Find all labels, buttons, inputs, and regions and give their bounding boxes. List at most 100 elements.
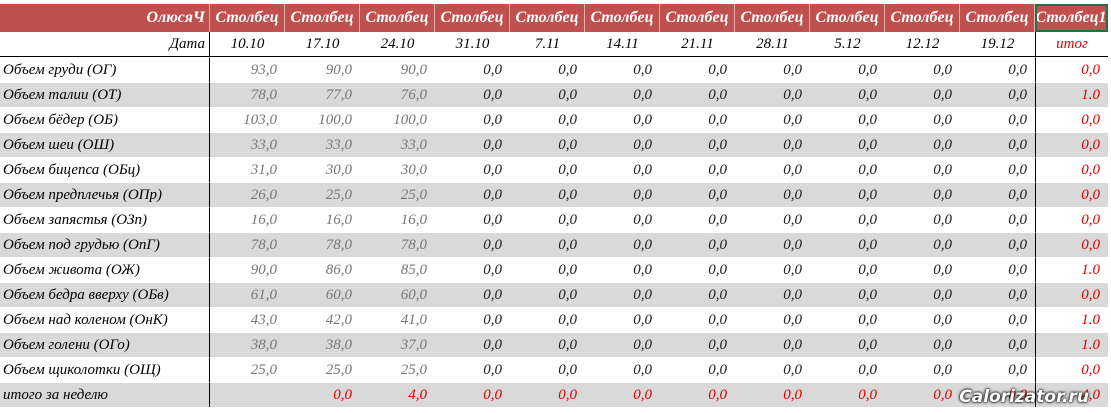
total-cell: 0,0 [1035, 157, 1108, 182]
value-cell: 33,0 [360, 132, 435, 157]
value-cell: 0,0 [510, 232, 585, 257]
row-label: итого за неделю [0, 382, 210, 407]
row-label: Объем бёдер (ОБ) [0, 107, 210, 132]
value-cell: 0,0 [435, 307, 510, 332]
value-cell: 0,0 [960, 307, 1035, 332]
value-cell: 0,0 [735, 357, 810, 382]
date: 7.11 [510, 32, 585, 57]
value-cell: 0,0 [510, 257, 585, 282]
value-cell: 33,0 [285, 132, 360, 157]
value-cell: 0,0 [885, 82, 960, 107]
value-cell: 0,0 [660, 357, 735, 382]
row-label: Объем груди (ОГ) [0, 57, 210, 82]
value-cell: 0,0 [810, 157, 885, 182]
value-cell: 93,0 [210, 57, 285, 82]
value-cell: 0,0 [735, 57, 810, 82]
column-header: Столбец [285, 4, 360, 32]
value-cell: 0,0 [735, 307, 810, 332]
value-cell: 25,0 [210, 357, 285, 382]
value-cell: 25,0 [360, 357, 435, 382]
row-label: Объем бицепса (ОБц) [0, 157, 210, 182]
value-cell: 0,0 [435, 382, 510, 407]
total-cell: 0,0 [1035, 132, 1108, 157]
date: 31.10 [435, 32, 510, 57]
value-cell: 16,0 [285, 207, 360, 232]
value-cell: 41,0 [360, 307, 435, 332]
value-cell: 0,0 [435, 257, 510, 282]
row-label: Объем талии (ОТ) [0, 82, 210, 107]
value-cell: 0,0 [885, 282, 960, 307]
value-cell: 0,0 [435, 107, 510, 132]
row-label: Объем живота (ОЖ) [0, 257, 210, 282]
total-cell: 1.0 [1035, 257, 1108, 282]
value-cell: 0,0 [735, 82, 810, 107]
value-cell [210, 382, 285, 407]
date: 21.11 [660, 32, 735, 57]
value-cell: 0,0 [585, 332, 660, 357]
value-cell: 78,0 [360, 232, 435, 257]
value-cell: 0,0 [435, 132, 510, 157]
value-cell: 16,0 [210, 207, 285, 232]
value-cell: 0,0 [810, 382, 885, 407]
value-cell: 0,0 [885, 132, 960, 157]
date: 19.12 [960, 32, 1035, 57]
value-cell: 0,0 [435, 207, 510, 232]
value-cell: 0,0 [585, 107, 660, 132]
total-cell: 0,0 [1035, 232, 1108, 257]
value-cell: 0,0 [960, 157, 1035, 182]
value-cell: 0,0 [660, 332, 735, 357]
total-cell: 0,0 [1035, 107, 1108, 132]
value-cell: 0,0 [735, 257, 810, 282]
value-cell: 25,0 [285, 357, 360, 382]
value-cell: 42,0 [285, 307, 360, 332]
value-cell: 0,0 [885, 382, 960, 407]
value-cell: 76,0 [360, 82, 435, 107]
total-cell: 0,0 [1035, 182, 1108, 207]
total-cell: 1.0 [1035, 332, 1108, 357]
date: 24.10 [360, 32, 435, 57]
value-cell: 0,0 [435, 57, 510, 82]
value-cell: 0,0 [960, 57, 1035, 82]
value-cell: 0,0 [810, 57, 885, 82]
value-cell: 38,0 [285, 332, 360, 357]
date: 12.12 [885, 32, 960, 57]
owner-header: ОлюсяЧ [0, 4, 210, 32]
date: 14.11 [585, 32, 660, 57]
value-cell: 0,0 [585, 182, 660, 207]
value-cell: 0,0 [735, 282, 810, 307]
value-cell: 0,0 [810, 307, 885, 332]
value-cell: 0,0 [810, 132, 885, 157]
value-cell: 0,0 [585, 82, 660, 107]
watermark: Calorizator.ru [959, 387, 1089, 407]
value-cell: 90,0 [360, 57, 435, 82]
date-label: Дата [0, 32, 210, 57]
value-cell: 0,0 [660, 207, 735, 232]
value-cell: 0,0 [510, 157, 585, 182]
value-cell: 100,0 [360, 107, 435, 132]
value-cell: 0,0 [510, 207, 585, 232]
value-cell: 0,0 [810, 332, 885, 357]
value-cell: 0,0 [885, 357, 960, 382]
value-cell: 0,0 [510, 82, 585, 107]
row-label: Объем над коленом (ОнК) [0, 307, 210, 332]
value-cell: 0,0 [885, 307, 960, 332]
row-label: Объем под грудью (ОпГ) [0, 232, 210, 257]
value-cell: 0,0 [960, 132, 1035, 157]
column-header: Столбец [435, 4, 510, 32]
value-cell: 0,0 [435, 232, 510, 257]
value-cell: 0,0 [510, 182, 585, 207]
value-cell: 0,0 [960, 282, 1035, 307]
value-cell: 37,0 [360, 332, 435, 357]
value-cell: 0,0 [810, 232, 885, 257]
total-cell: 1.0 [1035, 307, 1108, 332]
value-cell: 0,0 [960, 257, 1035, 282]
column-header: Столбец [585, 4, 660, 32]
value-cell: 0,0 [660, 282, 735, 307]
value-cell: 0,0 [435, 182, 510, 207]
value-cell: 0,0 [735, 382, 810, 407]
total-header: итог [1035, 32, 1108, 57]
value-cell: 0,0 [510, 57, 585, 82]
value-cell: 0,0 [810, 282, 885, 307]
value-cell: 0,0 [885, 107, 960, 132]
